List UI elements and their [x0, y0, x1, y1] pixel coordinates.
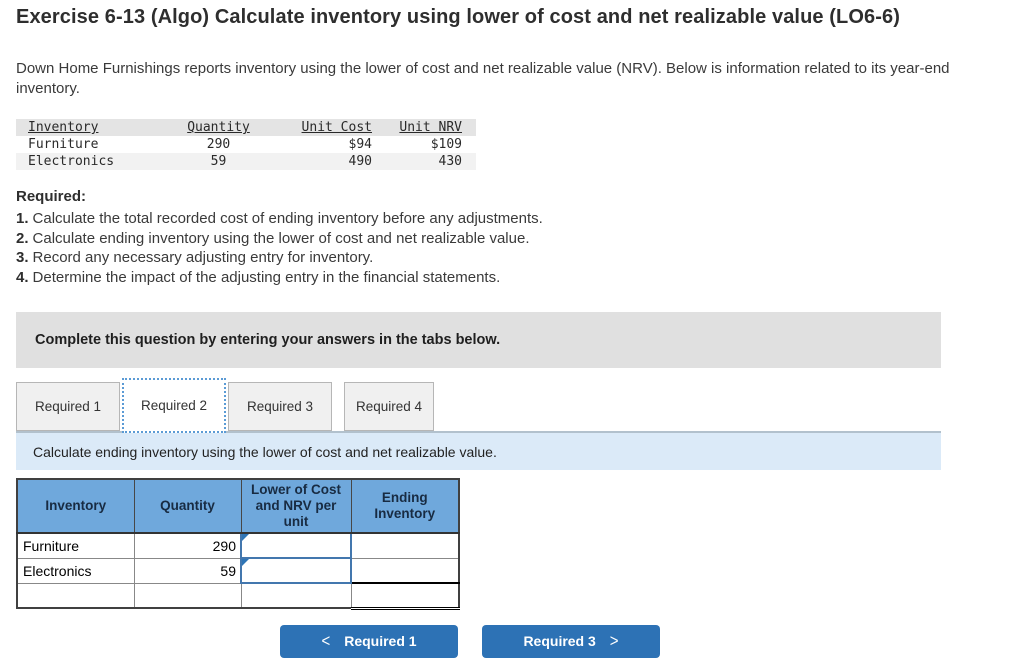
answer-col-quantity: Quantity [133, 478, 242, 534]
table-row: Electronics 59 490 430 [16, 153, 476, 170]
chevron-right-icon: > [609, 631, 619, 651]
data-col-unit-nrv: Unit NRV [399, 120, 462, 135]
required-heading: Required: [16, 188, 87, 205]
cell-unit-cost: $94 [348, 137, 372, 152]
answer-row-total [16, 582, 460, 610]
answer-col-inventory: Inventory [16, 478, 135, 534]
required-item-text: Record any necessary adjusting entry for… [32, 249, 374, 266]
cell-quantity: 59 [210, 154, 227, 169]
prev-button-label: Required 1 [344, 633, 417, 649]
prev-required-button[interactable]: < Required 1 [280, 624, 458, 658]
table-row: Furniture 290 $94 $109 [16, 136, 476, 153]
required-item-number: 3. [16, 249, 29, 266]
editable-cell-marker-icon [242, 534, 249, 541]
tab-navigation: < Required 1 Required 3 > [16, 624, 941, 658]
required-item-number: 1. [16, 210, 29, 227]
cell-unit-nrv: 430 [438, 154, 462, 169]
ending-inventory-total-cell [350, 582, 460, 610]
answer-cell-quantity: 59 [133, 557, 242, 584]
tab-required-4[interactable]: Required 4 [344, 382, 434, 431]
locnrv-input-furniture[interactable] [240, 532, 352, 559]
locnrv-input-electronics[interactable] [240, 557, 352, 584]
tab-required-2[interactable]: Required 2 [122, 378, 226, 433]
cell-inventory: Furniture [28, 137, 99, 152]
tab-required-1[interactable]: Required 1 [16, 382, 120, 431]
next-required-button[interactable]: Required 3 > [482, 624, 660, 658]
data-col-inventory: Inventory [28, 120, 99, 135]
required-item-text: Calculate ending inventory using the low… [32, 229, 530, 247]
cell-quantity: 290 [206, 137, 231, 152]
required-item-number: 2. [16, 229, 29, 247]
editable-cell-marker-icon [242, 559, 249, 566]
required-item-4: 4. Determine the impact of the adjusting … [16, 268, 1008, 288]
answer-table: Inventory Quantity Lower of Cost and NRV… [16, 478, 460, 610]
data-table-header-row: Inventory Quantity Unit Cost Unit NRV [16, 119, 476, 136]
task-instruction-bar: Calculate ending inventory using the low… [16, 431, 941, 470]
ending-inventory-cell [350, 532, 460, 559]
answer-row-furniture: Furniture 290 [16, 532, 460, 559]
answer-row-electronics: Electronics 59 [16, 557, 460, 584]
answer-cell-quantity [133, 582, 242, 609]
data-col-quantity: Quantity [187, 120, 250, 135]
chevron-left-icon: < [321, 631, 331, 651]
required-item-text: Calculate the total recorded cost of end… [32, 210, 543, 227]
answer-cell-inventory: Furniture [16, 532, 135, 559]
ending-inventory-cell [350, 557, 460, 584]
tab-required-3[interactable]: Required 3 [228, 382, 332, 431]
inventory-data-table: Inventory Quantity Unit Cost Unit NRV Fu… [16, 119, 476, 170]
required-item-number: 4. [16, 268, 29, 286]
answer-col-ending: Ending Inventory [350, 478, 460, 534]
intro-paragraph: Down Home Furnishings reports inventory … [16, 60, 950, 97]
answer-cell-locnrv [240, 582, 352, 609]
question-panel: Complete this question by entering your … [16, 312, 941, 658]
cell-unit-cost: 490 [348, 154, 372, 169]
exercise-title: Exercise 6-13 (Algo) Calculate inventory… [16, 6, 900, 28]
cell-unit-nrv: $109 [430, 137, 462, 152]
required-item-1: 1. Calculate the total recorded cost of e… [16, 209, 1008, 229]
answer-table-header-row: Inventory Quantity Lower of Cost and NRV… [16, 478, 460, 534]
answer-col-locnrv: Lower of Cost and NRV per unit [240, 478, 352, 534]
cell-inventory: Electronics [28, 154, 115, 169]
next-button-label: Required 3 [523, 633, 596, 649]
answer-cell-inventory [16, 582, 135, 609]
tab-strip: Required 1 Required 2 Required 3 Require… [16, 378, 941, 433]
complete-banner: Complete this question by entering your … [16, 312, 941, 368]
required-item-text: Determine the impact of the adjusting en… [32, 268, 501, 286]
required-item-3: 3. Record any necessary adjusting entry f… [16, 248, 1008, 268]
data-col-unit-cost: Unit Cost [301, 120, 372, 135]
answer-cell-quantity: 290 [133, 532, 242, 559]
required-item-2: 2. Calculate ending inventory using the l… [16, 229, 1008, 249]
answer-cell-inventory: Electronics [16, 557, 135, 584]
